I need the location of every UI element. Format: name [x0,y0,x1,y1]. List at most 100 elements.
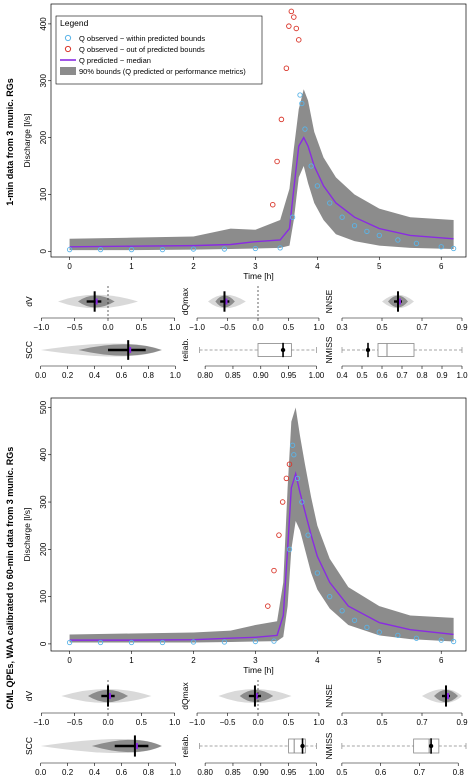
metric-label: reliab. [180,734,190,757]
box-iqr [413,738,440,754]
x-tick-label: 1.0 [313,718,325,727]
observed-out-point [293,25,300,32]
observed-within-point [314,570,320,576]
observed-out-point [278,116,285,123]
observed-within-point [413,240,420,247]
metric-panel-nmiss: 0.5 0.6 0.7 0.8 NMISS [324,732,467,777]
observed-out-point [276,532,282,538]
x-tick-label: 0.0 [35,768,47,777]
x-tick-label: 0.6 [375,768,387,777]
metric-panel-scc: 0.0 0.2 0.4 0.6 0.8 1.0 SCC [24,735,181,777]
box-point [300,743,305,749]
x-tick-label: 0.5 [136,323,148,332]
box-iqr [257,343,292,357]
observed-within-point [308,163,314,169]
observed-out-point [279,499,286,505]
observed-within-point [66,246,73,253]
x-tick-label: 0.5 [356,371,368,380]
observed-within-point [299,499,305,505]
box-iqr [288,738,306,754]
observed-within-point [351,223,358,229]
x-tick-label: 4 [315,656,320,665]
x-tick-label: 0.80 [197,371,213,380]
x-tick-label: 1.0 [456,371,468,380]
y-axis-label: Discharge [l/s] [22,508,32,562]
x-tick-label: 0.4 [336,371,348,380]
x-tick-label: 6 [439,262,444,271]
legend: Legend Q observed − within predicted bou… [55,15,263,85]
metric-panel-nmiss: 0.4 0.5 0.6 0.7 0.8 0.9 1.0 NMISS [324,336,468,380]
x-tick-label: 5 [377,262,382,271]
x-tick-label: 0.6 [116,371,128,380]
legend-title: Legend [60,18,89,28]
x-tick-label: 0.0 [102,718,114,727]
observed-within-point [339,608,345,614]
metric-panel-scc: 0.0 0.2 0.4 0.6 0.8 1.0 SCC [24,340,181,380]
x-tick-label: 0.7 [416,323,428,332]
x-tick-label: 4 [315,262,320,271]
x-tick-label: 0.0 [252,323,264,332]
box-iqr [377,343,415,357]
metric-panel-dqmax: −1.0 −0.5 0.0 0.5 1.0 dQmax [180,680,325,727]
x-tick-label: 3 [253,656,258,665]
x-tick-label: 0.6 [376,371,388,380]
x-tick-label: 0.2 [62,768,74,777]
observed-within-point [305,532,311,538]
x-tick-label: 0.5 [376,718,388,727]
observed-within-point [128,246,135,253]
observed-within-point [299,100,305,107]
observed-within-point [221,639,228,645]
metric-panel-nnse: 0.3 0.5 0.7 0.9 NNSE [324,289,468,332]
x-tick-label: 0.5 [376,323,388,332]
metric-label: SCC [24,737,34,755]
metric-panel-dv: −1.0 −0.5 0.0 0.5 1.0 dV [24,286,181,332]
median-line [69,470,454,641]
y-tick-label: 400 [39,448,48,462]
observed-within-point [413,635,420,641]
metric-label: dQmax [180,682,190,710]
observed-within-point [277,245,283,251]
x-tick-label: 5 [377,656,382,665]
observed-within-point [66,639,73,646]
y-tick-label: 400 [39,17,48,31]
x-tick-label: 0.95 [281,768,297,777]
y-tick-label: 300 [39,495,48,509]
metric-label: SCC [24,341,34,359]
plot-frame [50,3,467,258]
metric-label: dQmax [180,287,190,315]
observed-out-point [265,603,271,609]
x-tick-label: 0.95 [281,371,297,380]
x-tick-label: 0.90 [253,768,269,777]
legend-entry-out: Q observed − out of predicted bounds [79,45,205,54]
x-tick-label: 0.8 [453,768,465,777]
x-tick-label: 0.7 [414,768,426,777]
observed-within-point [97,639,104,646]
y-tick-label: 0 [39,641,48,646]
x-tick-label: 0.7 [416,718,428,727]
metric-label: dV [24,296,34,307]
metric-label: NMISS [324,732,334,759]
x-tick-label: 1.0 [170,768,182,777]
observed-within-point [190,639,197,645]
x-tick-label: −0.5 [67,718,83,727]
observed-within-point [159,246,166,253]
median-line [69,136,454,248]
x-tick-label: 1 [129,262,134,271]
y-axis-label: Discharge [l/s] [22,114,32,168]
y-tick-label: 200 [39,130,48,144]
observed-out-point [274,158,280,165]
x-tick-label: 1.0 [313,323,325,332]
observed-out-point [286,23,292,29]
x-tick-label: 0.3 [336,718,348,727]
x-tick-label: 1.0 [170,371,182,380]
x-tick-label: 0.4 [89,768,101,777]
x-tick-label: −0.5 [220,718,236,727]
x-tick-label: 0.0 [252,718,264,727]
x-tick-label: 6 [439,656,444,665]
metric-panel-nnse: 0.3 0.5 0.7 0.9 NNSE [324,684,468,727]
observed-within-point [395,237,401,243]
x-tick-label: 0.85 [225,371,241,380]
observed-out-point [283,65,290,71]
observed-within-point [339,214,345,220]
y-tick-label: 300 [39,74,48,88]
